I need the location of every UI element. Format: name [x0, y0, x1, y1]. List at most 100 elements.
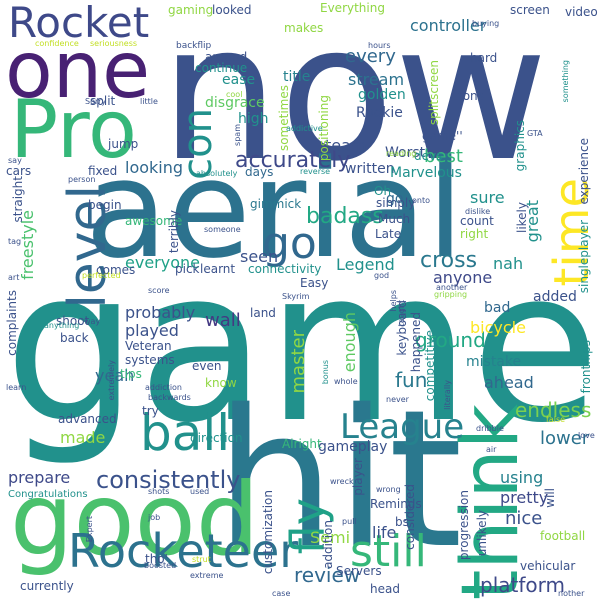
cloud-word-gaming: gaming — [168, 3, 214, 17]
cloud-word-endless: endless — [515, 398, 592, 422]
cloud-word-count: count — [460, 214, 494, 228]
cloud-word-say: say — [8, 156, 22, 165]
cloud-word-advanced: advanced — [58, 412, 117, 426]
cloud-word-cross: cross — [420, 248, 478, 273]
cloud-word-marvelous: Marvelous — [390, 165, 462, 181]
cloud-word-learn: learn — [6, 383, 27, 392]
cloud-word-everyone: everyone — [125, 253, 200, 272]
cloud-word-literally: literally — [443, 380, 452, 410]
cloud-word-shoot: shoot — [56, 314, 90, 328]
cloud-word-video: video — [565, 5, 598, 19]
cloud-word-experience: experience — [577, 138, 591, 205]
cloud-word-wrong: wrong — [376, 485, 401, 494]
cloud-word-worst: Worst — [385, 145, 426, 161]
cloud-word-tons: tons — [458, 89, 484, 103]
cloud-word-looked: looked — [212, 3, 252, 17]
cloud-word-go: go — [262, 218, 317, 269]
cloud-word-nice: nice — [505, 508, 543, 529]
cloud-word-even: even — [192, 359, 222, 373]
cloud-word-learnt: learnt — [200, 262, 236, 276]
cloud-word-sorry: Sorry — [85, 97, 107, 106]
cloud-word-used: used — [190, 487, 210, 496]
cloud-word-false: false — [546, 415, 566, 424]
cloud-word-skyrim: Skyrim — [282, 292, 310, 301]
cloud-word-back: back — [60, 331, 89, 345]
cloud-word-late: Late — [375, 227, 402, 241]
cloud-word-sometimes: sometimes — [277, 85, 291, 152]
cloud-word-written: written — [345, 161, 395, 177]
cloud-word-bonus: bonus — [321, 360, 330, 385]
cloud-word-made: made — [60, 428, 106, 447]
cloud-word-high: high — [238, 111, 269, 127]
cloud-word-gta: GTA — [527, 129, 543, 138]
cloud-word-job: job — [148, 513, 161, 522]
cloud-word-alright: Alright — [282, 437, 322, 451]
cloud-word-continue: continue — [195, 61, 248, 75]
cloud-word-considered: considered — [403, 484, 417, 550]
cloud-word-perfected: perfected — [82, 271, 121, 280]
cloud-word-prepare: prepare — [8, 468, 71, 487]
cloud-word-never: never — [386, 395, 409, 404]
cloud-word-nother: nother — [558, 589, 585, 598]
cloud-word-one: one — [5, 26, 151, 116]
cloud-word-cars: cars — [6, 164, 32, 178]
cloud-word-lower: lower — [540, 428, 590, 449]
cloud-word-bs: bs — [395, 515, 409, 529]
cloud-word-semi: Semi — [310, 528, 351, 547]
cloud-word-life: life — [372, 523, 397, 542]
cloud-word-head: head — [370, 582, 400, 596]
cloud-word-strut: strut — [192, 555, 211, 564]
cloud-word-gameplay: gameplay — [318, 439, 388, 455]
cloud-word-dislike: dislike — [465, 207, 491, 216]
cloud-word-air: air — [486, 445, 497, 454]
cloud-word-god: god — [374, 271, 390, 280]
cloud-word-unlikely: unlikely — [475, 510, 489, 557]
cloud-word-dribble: dribble — [476, 424, 504, 433]
cloud-word-boosted: boosted — [144, 561, 177, 570]
cloud-word-sure: sure — [470, 188, 505, 207]
cloud-word-veteran: Veteran — [125, 339, 172, 353]
cloud-word-rocketeer: Rocketeer — [68, 524, 299, 578]
cloud-word-another: another — [436, 283, 468, 292]
cloud-word-terribly: terribly — [167, 210, 181, 254]
cloud-word-game-quote: game'' — [422, 129, 463, 143]
cloud-word-cool: cool — [226, 90, 243, 99]
cloud-word-score: score — [148, 286, 170, 295]
cloud-word-hours: hours — [368, 41, 391, 50]
cloud-word-probably: probably — [125, 303, 196, 322]
cloud-word-title: title — [283, 69, 311, 85]
cloud-word-addiction: addiction — [145, 383, 183, 392]
cloud-word-reading: reading — [386, 149, 417, 158]
cloud-word-reverse: reverse — [300, 167, 331, 176]
cloud-word-rookie: Rookie — [356, 105, 403, 121]
cloud-word-backflip: backflip — [176, 41, 212, 51]
cloud-word-taught: taught — [397, 300, 406, 327]
cloud-word-begin: begin — [88, 198, 122, 212]
cloud-word-shots: shots — [148, 487, 170, 496]
cloud-word-around: around — [205, 50, 248, 64]
cloud-word-person: person — [68, 175, 96, 184]
cloud-word-seriousness: seriousness — [90, 39, 138, 48]
cloud-word-happened: happened — [409, 312, 423, 373]
cloud-word-controller: controller — [410, 16, 487, 35]
cloud-word-direction: direction — [190, 431, 243, 445]
cloud-word-someone: someone — [204, 225, 241, 234]
cloud-word-try: try — [142, 404, 159, 418]
cloud-word-simply: simply — [376, 196, 416, 210]
cloud-word-platform: platform — [480, 573, 565, 597]
cloud-word-complaints: complaints — [5, 290, 19, 356]
cloud-word-frontflips: frontflips — [579, 340, 593, 394]
cloud-word-good: good — [10, 461, 260, 578]
cloud-word-extremely: extremely — [107, 360, 116, 401]
cloud-word-every: every — [345, 46, 396, 67]
cloud-word-days: days — [245, 165, 274, 179]
cloud-word-servers: Servers — [336, 564, 382, 578]
cloud-word-competitive: competitive — [423, 330, 437, 402]
cloud-word-absolutely: absolutely — [196, 169, 238, 178]
cloud-word-spam: spam — [233, 124, 242, 146]
cloud-word-straight: straight — [11, 176, 25, 223]
cloud-word-land: land — [250, 306, 276, 320]
cloud-word-enough: enough — [340, 312, 359, 373]
cloud-word-team: team — [325, 136, 367, 155]
